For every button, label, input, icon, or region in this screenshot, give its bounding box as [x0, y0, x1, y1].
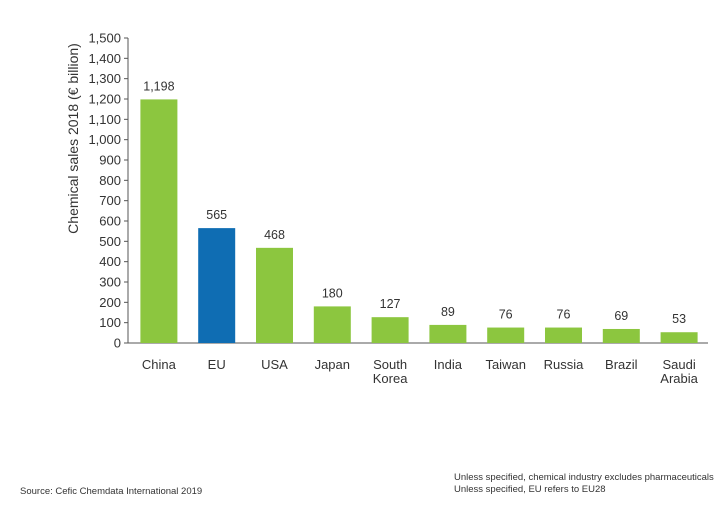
- bar: [429, 324, 467, 343]
- y-tick-label: 200: [99, 295, 121, 310]
- x-tick-label: China: [142, 357, 177, 372]
- y-tick-label: 400: [99, 254, 121, 269]
- data-label: 1,198: [143, 79, 174, 93]
- x-tick-label: Russia: [544, 357, 585, 372]
- x-tick-label: Taiwan: [485, 357, 525, 372]
- bar: [371, 317, 409, 343]
- footnote-eu: Unless specified, EU refers to EU28: [454, 483, 606, 495]
- x-tick-label: Japan: [315, 357, 350, 372]
- bars: [140, 99, 698, 343]
- x-tick-label: Brazil: [605, 357, 638, 372]
- y-tick-label: 700: [99, 193, 121, 208]
- y-axis-ticks: 0 100 200 300 400 500 600 700 800 900 1,000 1,100 1,…: [88, 31, 128, 351]
- y-tick-label: 1,500: [88, 31, 121, 46]
- y-tick-label: 600: [99, 214, 121, 229]
- footnotes: Unless specified, chemical industry excl…: [454, 472, 714, 495]
- y-tick-label: 1,000: [88, 132, 121, 147]
- y-axis-title: Chemical sales 2018 (€ billion): [65, 43, 81, 234]
- y-tick-label: 1,100: [88, 112, 121, 127]
- data-label: 468: [264, 228, 285, 242]
- y-tick-label: 1,300: [88, 71, 121, 86]
- x-tick-label-line: China: [142, 357, 177, 372]
- data-label: 76: [499, 308, 513, 322]
- x-tick-label: EU: [208, 357, 226, 372]
- source-note: Source: Cefic Chemdata International 201…: [20, 486, 203, 497]
- y-tick-label: 0: [114, 336, 121, 351]
- x-tick-label-line: Brazil: [605, 357, 638, 372]
- x-tick-label-line: Russia: [544, 357, 585, 372]
- x-tick-label: India: [434, 357, 463, 372]
- bar-chart: 0 100 200 300 400 500 600 700 800 900 1,000 1,100 1,…: [65, 31, 708, 386]
- x-tick-label-line: Japan: [315, 357, 350, 372]
- data-label: 69: [614, 309, 628, 323]
- x-tick-label-line: India: [434, 357, 463, 372]
- y-tick-label: 500: [99, 234, 121, 249]
- bar: [313, 306, 351, 343]
- x-tick-label-line: USA: [261, 357, 288, 372]
- x-tick-label-line: South: [373, 357, 407, 372]
- data-label: 127: [380, 297, 401, 311]
- data-label: 53: [672, 312, 686, 326]
- y-tick-label: 1,400: [88, 51, 121, 66]
- data-label: 180: [322, 286, 343, 300]
- x-tick-label-line: EU: [208, 357, 226, 372]
- bar: [198, 228, 236, 343]
- x-tick-label: Saudi Arabia: [660, 357, 698, 386]
- y-tick-label: 800: [99, 173, 121, 188]
- y-tick-label: 300: [99, 275, 121, 290]
- x-tick-label-line: Arabia: [660, 371, 698, 386]
- bar: [487, 327, 525, 343]
- y-tick-label: 100: [99, 315, 121, 330]
- data-labels: 1,198 565 468 180 127 89 76 76 69 53: [143, 79, 686, 326]
- y-tick-label: 1,200: [88, 92, 121, 107]
- x-tick-label: South Korea: [373, 357, 408, 386]
- data-label: 89: [441, 305, 455, 319]
- data-label: 76: [557, 308, 571, 322]
- data-label: 565: [206, 208, 227, 222]
- x-tick-label-line: Saudi: [662, 357, 695, 372]
- x-tick-label-line: Taiwan: [485, 357, 525, 372]
- x-tick-label: USA: [261, 357, 288, 372]
- x-tick-label-line: Korea: [373, 371, 408, 386]
- bar: [660, 332, 698, 343]
- x-axis-ticks: China EU USA Japan South Korea India Taiwan Russ…: [142, 357, 699, 386]
- bar: [602, 328, 640, 343]
- footnote-pharma: Unless specified, chemical industry excl…: [454, 472, 714, 483]
- bar: [140, 99, 178, 343]
- y-tick-label: 900: [99, 153, 121, 168]
- bar: [545, 327, 582, 343]
- bar: [256, 247, 293, 343]
